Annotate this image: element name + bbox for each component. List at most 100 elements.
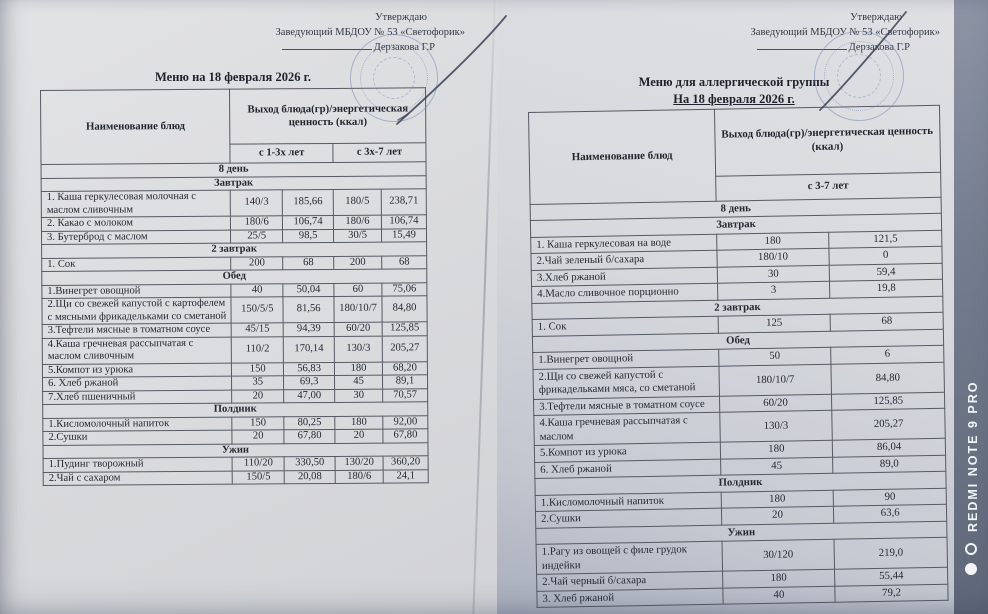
menu-title-left: Меню на 18 февраля 2026 г. [155,70,311,84]
dish-name-cell: 2.Щи со свежей капустой с фрикадельками … [532,366,720,400]
dish-value-cell: 50,04 [283,282,335,297]
dish-value-cell: 15,49 [381,228,427,243]
dish-value-cell: 106,74 [282,215,334,230]
dish-name-cell: 3. Бутерброд с маслом [41,229,231,245]
col-header-output: Выход блюда(гр)/энергетическая ценность … [714,105,941,177]
dish-value-cell: 24,1 [383,469,429,484]
dish-value-cell: 25/5 [230,229,283,244]
dish-value-cell: 68 [381,255,427,270]
dish-value-cell: 180/6 [230,215,283,230]
dish-value-cell: 20,08 [284,469,336,484]
dish-value-cell: 180 [334,361,383,376]
dish-name-cell: 2.Чай с сахаром [43,470,233,486]
dish-value-cell: 20 [334,429,384,443]
dish-value-cell: 84,80 [381,295,428,323]
dish-value-cell: 84,80 [831,362,945,395]
dish-value-cell: 86,04 [832,438,946,457]
dish-value-cell: 63,6 [833,504,947,523]
dish-row: 2.Чай с сахаром 150/5 20,08 180/6 24,1 [43,469,429,486]
dish-value-cell: 219,0 [834,537,948,570]
dish-value-cell: 30 [334,388,383,403]
dish-name-cell: 2. Какао с молоком [41,216,231,231]
dish-value-cell: 67,80 [284,429,336,444]
menu-title-right-line2: На 18 февраля 2026 г. [673,91,795,106]
dish-name-cell: 1.Кисломолочный напиток [42,416,233,432]
dish-value-cell: 330,50 [284,456,336,471]
dish-value-cell: 150 [232,416,285,431]
dish-value-cell: 121,5 [828,230,942,249]
col-header-age-1-3: с 1-3х лет [230,143,334,164]
dish-name-cell: 3.Тефтели мясные в томатном соусе [42,323,232,338]
dish-value-cell: 59,4 [829,263,943,282]
dish-value-cell: 130/20 [335,456,384,470]
dish-value-cell: 185,66 [282,189,334,216]
dish-value-cell: 110/2 [231,336,284,363]
approval-word: Утверждаю [850,12,902,23]
dish-value-cell: 45/15 [231,322,284,337]
dish-value-cell: 200 [333,255,382,270]
dish-value-cell: 55,44 [834,567,948,586]
dish-value-cell: 205,27 [832,408,946,441]
dish-value-cell: 40 [231,283,284,298]
dish-value-cell: 50 [718,347,832,367]
watermark-circle-filled-icon [965,563,977,575]
dish-value-cell: 180/10/7 [334,296,383,323]
dish-value-cell: 180 [719,440,833,459]
dish-value-cell: 92,00 [382,415,428,430]
dish-value-cell: 360,20 [383,455,429,470]
dish-row: 1. Каша геркулесовая молочная с маслом с… [41,188,427,218]
dish-value-cell: 60/20 [719,394,833,413]
dish-value-cell: 94,39 [283,322,335,337]
dish-value-cell: 110/20 [232,456,285,471]
watermark-circle-outline-icon [965,543,977,555]
dish-value-cell: 30/5 [333,228,382,243]
dish-value-cell: 90 [833,487,947,507]
dish-value-cell: 89,1 [382,374,428,389]
dish-value-cell: 125,85 [382,321,428,336]
dish-value-cell: 20 [721,506,835,525]
dish-name-cell: 1.Рагу из овощей с филе грудок индейки [536,541,723,575]
dish-name-cell: 2.Сушки [42,430,233,445]
dish-name-cell: 1. Каша геркулесовая молочная с маслом с… [41,190,231,218]
dish-value-cell: 180/10 [716,248,830,268]
dish-value-cell: 150/5/5 [231,296,284,324]
dish-value-cell: 67,80 [382,428,428,443]
dish-row: 2.Щи со свежей капустой с картофелем с м… [41,295,428,325]
menu-table-right: Наименование блюд Выход блюда(гр)/энерге… [528,104,949,609]
dish-value-cell: 79,2 [835,583,949,603]
menu-table-left: Наименование блюд Выход блюда(гр)/энерге… [40,87,429,486]
dish-name-cell: 5.Компот из урюка [42,362,232,378]
col-header-age-3-7: с 3х-7 лет [332,142,427,163]
dish-value-cell: 56,83 [283,361,335,376]
dish-value-cell: 200 [230,256,283,271]
dish-value-cell: 47,00 [283,388,335,403]
approval-word: Утверждаю [375,12,427,23]
dish-value-cell: 68 [830,312,944,332]
dish-name-cell: 3. Хлеб ржаной [536,587,723,608]
dish-value-cell: 130/3 [719,410,833,443]
dish-name-cell: 6. Хлеб ржаной [42,376,232,391]
dish-value-cell: 180 [716,232,830,251]
dish-value-cell: 19,8 [829,279,943,299]
dish-value-cell: 106,74 [381,214,427,229]
dish-value-cell: 70,57 [382,388,428,403]
col-header-dish-name: Наименование блюд [528,109,716,205]
dish-name-cell: 7.Хлеб пшеничный [42,389,233,405]
dish-value-cell: 180 [722,569,836,588]
approval-position: Заведующий МБДОУ № 53 «Светофорик» [750,27,940,39]
dish-value-cell: 30 [716,265,830,284]
dish-value-cell: 205,27 [382,335,428,362]
dish-value-cell: 89,0 [832,455,946,474]
dish-row: 4.Каша гречневая рассыпчатая с маслом сл… [42,335,428,364]
dish-value-cell: 180/5 [333,189,382,216]
menu-title-right-line1: Меню для аллергической группы [638,75,830,89]
dish-value-cell: 125,85 [831,392,945,411]
dish-value-cell: 150/5 [232,470,285,485]
dish-value-cell: 170,14 [283,335,335,363]
dish-value-cell: 20 [231,389,284,404]
dish-value-cell: 45 [334,375,383,389]
dish-value-cell: 180 [720,489,834,509]
dish-name-cell: 4.Каша гречневая рассыпчатая с маслом [533,412,720,446]
dish-value-cell: 180/10/7 [718,364,832,397]
approval-position: Заведующий МБДОУ № 53 «Светофорик» [275,27,465,39]
